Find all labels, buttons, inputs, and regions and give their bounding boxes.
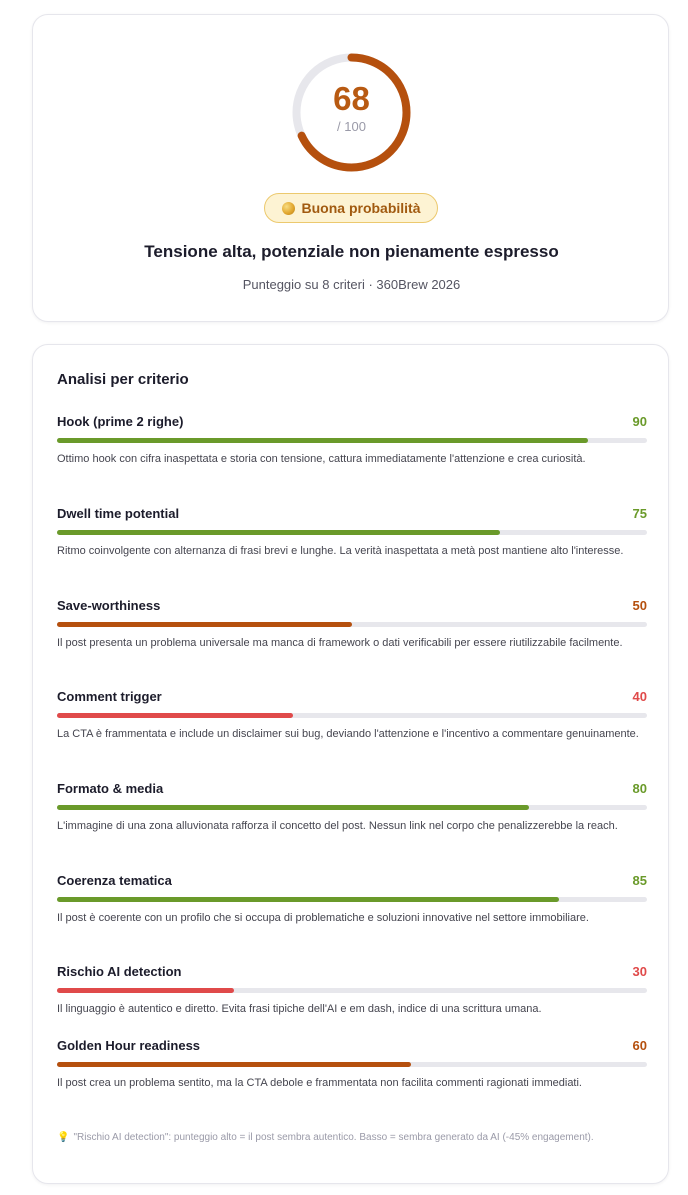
criterion-bar-track bbox=[57, 622, 647, 627]
verdict-headline: Tensione alta, potenziale non pienamente… bbox=[144, 242, 559, 261]
criterion-bar-fill bbox=[57, 805, 529, 810]
criterion-bar-fill bbox=[57, 897, 559, 902]
criterion-name: Coerenza tematica bbox=[57, 873, 172, 888]
criterion-bar-fill bbox=[57, 713, 293, 718]
criterion-name: Rischio AI detection bbox=[57, 964, 182, 979]
criterion-bar-track bbox=[57, 1062, 647, 1067]
criterion-score: 80 bbox=[632, 781, 647, 796]
criterion-name: Golden Hour readiness bbox=[57, 1038, 201, 1053]
criterion-header: Dwell time potential 75 bbox=[57, 506, 647, 524]
criterion-row: Dwell time potential 75 Ritmo coinvolgente… bbox=[57, 506, 647, 560]
criterion-row: Comment trigger 40 La CTA è frammentata e … bbox=[57, 689, 647, 743]
footnote: 💡 "Rischio AI detection": punteggio alto … bbox=[57, 1129, 647, 1146]
criterion-name: Comment trigger bbox=[57, 689, 162, 704]
criterion-score: 30 bbox=[632, 964, 647, 979]
score-subtitle: Punteggio su 8 criteri · 360Brew 2026 bbox=[242, 277, 461, 292]
criterion-name: Formato & media bbox=[57, 781, 164, 796]
criterion-bar-fill bbox=[57, 988, 234, 993]
criterion-description: Il linguaggio è autentico e diretto. Evi… bbox=[57, 1003, 542, 1015]
criterion-header: Golden Hour readiness 60 bbox=[57, 1038, 647, 1056]
lightbulb-icon: 💡 bbox=[57, 1132, 70, 1143]
criterion-bar-track bbox=[57, 713, 647, 718]
gold-coin-icon bbox=[281, 201, 295, 215]
criterion-row: Save-worthiness 50 Il post presenta un pro… bbox=[57, 598, 647, 652]
criterion-description: La CTA è frammentata e include un discla… bbox=[57, 728, 639, 740]
criterion-description: Ottimo hook con cifra inaspettata e stor… bbox=[57, 453, 586, 465]
criterion-bar-fill bbox=[57, 622, 352, 627]
criterion-name: Dwell time potential bbox=[57, 506, 180, 521]
criterion-score: 90 bbox=[632, 414, 647, 429]
criterion-bar-track bbox=[57, 805, 647, 810]
criterion-header: Save-worthiness 50 bbox=[57, 598, 647, 616]
footnote-text: "Rischio AI detection": punteggio alto =… bbox=[73, 1132, 594, 1143]
criterion-header: Rischio AI detection 30 bbox=[57, 964, 647, 982]
criterion-row: Rischio AI detection 30 Il linguaggio è au… bbox=[57, 964, 647, 1018]
score-ring-fill bbox=[292, 53, 411, 172]
criterion-description: Il post crea un problema sentito, ma la … bbox=[57, 1077, 582, 1089]
criterion-score: 60 bbox=[632, 1038, 647, 1053]
score-value: 68 bbox=[333, 80, 370, 117]
criterion-score: 85 bbox=[632, 873, 647, 888]
criterion-description: Ritmo coinvolgente con alternanza di fra… bbox=[57, 545, 624, 557]
criterion-bar-track bbox=[57, 988, 647, 993]
criterion-description: Il post è coerente con un profilo che si… bbox=[57, 912, 589, 924]
criteria-card: Analisi per criterio Hook (prime 2 righe… bbox=[32, 344, 669, 1184]
criterion-name: Save-worthiness bbox=[57, 598, 161, 613]
criterion-header: Hook (prime 2 righe) 90 bbox=[57, 414, 647, 432]
criterion-header: Comment trigger 40 bbox=[57, 689, 647, 707]
criterion-bar-track bbox=[57, 530, 647, 535]
criterion-description: L'immagine di una zona alluvionata raffo… bbox=[57, 820, 618, 832]
probability-badge-label: Buona probabilità bbox=[301, 200, 421, 216]
criterion-row: Golden Hour readiness 60 Il post crea un p… bbox=[57, 1038, 647, 1092]
score-card: 68 / 100 Buona probabilità Tensione alta… bbox=[32, 14, 669, 322]
criterion-bar-fill bbox=[57, 530, 500, 535]
score-ring bbox=[292, 53, 411, 172]
section-title: Analisi per criterio bbox=[57, 371, 189, 388]
criterion-header: Coerenza tematica 85 bbox=[57, 873, 647, 891]
criterion-description: Il post presenta un problema universale … bbox=[57, 637, 623, 649]
criterion-row: Formato & media 80 L'immagine di una zona … bbox=[57, 781, 647, 835]
criterion-score: 50 bbox=[632, 598, 647, 613]
criterion-name: Hook (prime 2 righe) bbox=[57, 414, 184, 429]
criterion-bar-track bbox=[57, 438, 647, 443]
criterion-header: Formato & media 80 bbox=[57, 781, 647, 799]
criterion-bar-fill bbox=[57, 438, 588, 443]
score-max: / 100 bbox=[337, 119, 366, 134]
criterion-row: Hook (prime 2 righe) 90 Ottimo hook con ci… bbox=[57, 414, 647, 468]
criterion-row: Coerenza tematica 85 Il post è coerente co… bbox=[57, 873, 647, 927]
probability-badge: Buona probabilità bbox=[264, 193, 438, 223]
criterion-score: 75 bbox=[632, 506, 647, 521]
criterion-score: 40 bbox=[632, 689, 647, 704]
score-gauge: 68 / 100 bbox=[291, 52, 412, 173]
criterion-bar-fill bbox=[57, 1062, 411, 1067]
criterion-bar-track bbox=[57, 897, 647, 902]
